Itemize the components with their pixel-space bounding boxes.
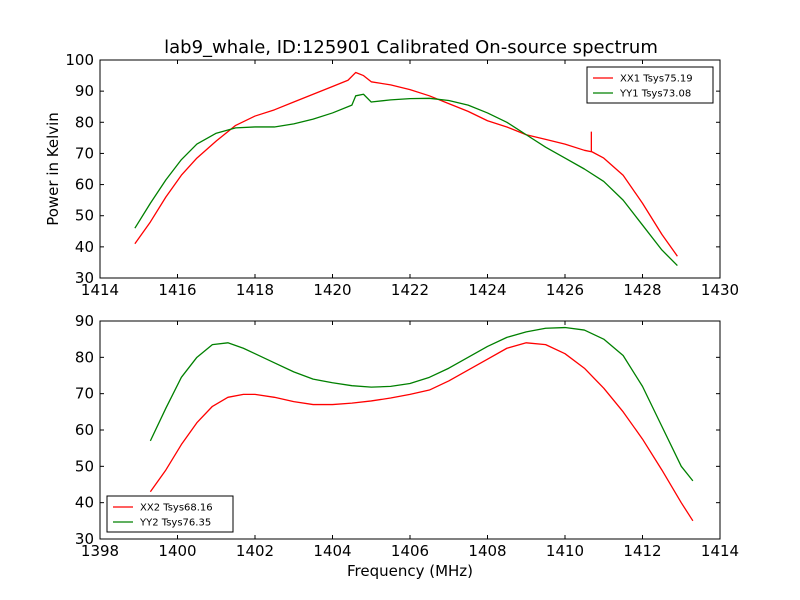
x-tick-label: 1422 bbox=[391, 281, 429, 299]
y-tick-label: 40 bbox=[75, 238, 94, 256]
y-tick-label: 70 bbox=[75, 144, 94, 162]
x-tick-label: 1404 bbox=[313, 542, 351, 560]
legend: XX2 Tsys68.16 YY2 Tsys76.35 bbox=[106, 495, 234, 533]
bottom-chart-panel: 1398 1400 1402 1404 1406 1408 1410 1412 1414 30 40… bbox=[75, 312, 739, 560]
series-line-green-0 bbox=[134, 93, 678, 266]
y-tick-label: 40 bbox=[75, 494, 94, 512]
x-tick-label: 1430 bbox=[701, 281, 739, 299]
x-tick-label: 1426 bbox=[546, 281, 584, 299]
y-tick-label: 90 bbox=[75, 82, 94, 100]
x-axis-label: Frequency (MHz) bbox=[347, 562, 473, 580]
series-line-red-0 bbox=[134, 71, 678, 257]
y-tick-label: 80 bbox=[75, 348, 94, 366]
legend-entry-0: XX2 Tsys68.16 bbox=[140, 503, 213, 514]
x-tick-label: 1418 bbox=[236, 281, 274, 299]
x-tick-label: 1414 bbox=[701, 542, 739, 560]
y-tick-label: 30 bbox=[75, 530, 94, 548]
y-axis-label: Power in Kelvin bbox=[44, 112, 62, 226]
y-tick-label: 30 bbox=[75, 269, 94, 287]
x-tick-label: 1414 bbox=[81, 281, 119, 299]
legend-box bbox=[586, 66, 714, 104]
x-tick-label: 1398 bbox=[81, 542, 119, 560]
figure-title: lab9_whale, ID:125901 Calibrated On-sour… bbox=[164, 37, 658, 58]
legend-entry-1: YY2 Tsys76.35 bbox=[139, 518, 211, 529]
x-tick-label: 1416 bbox=[158, 281, 196, 299]
y-tick-label: 70 bbox=[75, 385, 94, 403]
x-tick-label: 1408 bbox=[468, 542, 506, 560]
x-tick-label: 1406 bbox=[391, 542, 429, 560]
y-tick-label: 60 bbox=[75, 176, 94, 194]
y-tick-label: 50 bbox=[75, 207, 94, 225]
x-tick-label: 1410 bbox=[546, 542, 584, 560]
x-tick-label: 1402 bbox=[236, 542, 274, 560]
y-tick-label: 50 bbox=[75, 457, 94, 475]
series-line-green-1 bbox=[149, 326, 694, 482]
legend-entry-0: XX1 Tsys75.19 bbox=[620, 74, 693, 85]
y-tick-label: 90 bbox=[75, 312, 94, 330]
top-chart-panel: 1414 1416 1418 1420 1422 1424 1426 1428 1430 30 40… bbox=[65, 51, 739, 299]
legend-entry-1: YY1 Tsys73.08 bbox=[619, 89, 691, 100]
x-tick-label: 1412 bbox=[623, 542, 661, 560]
x-tick-label: 1400 bbox=[158, 542, 196, 560]
series-line-red-1 bbox=[149, 342, 694, 522]
x-tick-label: 1428 bbox=[623, 281, 661, 299]
legend: XX1 Tsys75.19 YY1 Tsys73.08 bbox=[586, 66, 714, 104]
y-tick-label: 60 bbox=[75, 421, 94, 439]
x-tick-label: 1424 bbox=[468, 281, 506, 299]
y-tick-label: 100 bbox=[65, 51, 94, 69]
y-tick-label: 80 bbox=[75, 113, 94, 131]
legend-box bbox=[106, 495, 234, 533]
x-tick-label: 1420 bbox=[313, 281, 351, 299]
